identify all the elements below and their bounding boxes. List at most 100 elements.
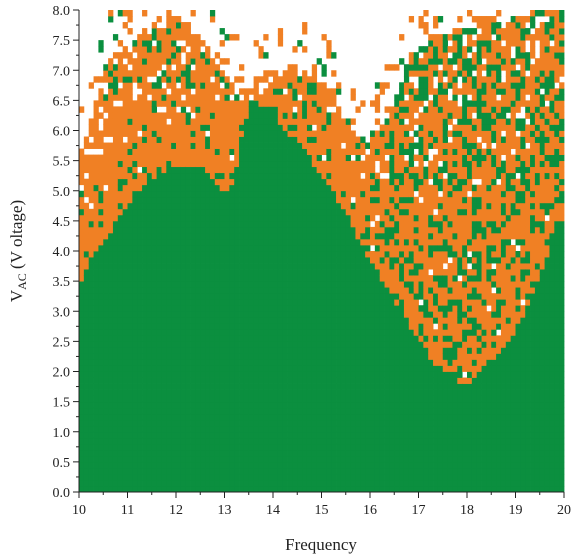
green-cell	[302, 196, 308, 204]
orange-cell	[379, 196, 385, 204]
orange-cell	[127, 178, 133, 186]
green-cell	[292, 281, 298, 288]
green-cell	[263, 299, 269, 306]
green-cell	[253, 251, 259, 258]
green-cell	[423, 377, 429, 384]
green-cell	[243, 365, 250, 372]
orange-cell	[166, 10, 172, 17]
orange-cell	[219, 178, 225, 186]
green-cell	[311, 293, 318, 300]
green-cell	[117, 407, 124, 415]
orange-cell	[365, 220, 371, 228]
green-cell	[365, 359, 371, 366]
orange-cell	[166, 154, 172, 162]
green-cell	[166, 263, 172, 270]
green-cell	[79, 353, 85, 360]
green-cell	[340, 214, 347, 222]
green-cell	[234, 226, 240, 234]
green-cell	[88, 461, 94, 469]
orange-cell	[190, 94, 196, 101]
green-cell	[408, 341, 415, 348]
green-cell	[156, 281, 162, 288]
green-cell	[93, 287, 99, 294]
green-cell	[156, 401, 162, 409]
green-cell	[282, 263, 288, 270]
green-cell	[214, 389, 221, 396]
orange-cell	[394, 299, 400, 306]
green-cell	[253, 106, 259, 113]
green-cell	[132, 281, 138, 288]
green-cell	[316, 455, 322, 463]
green-cell	[185, 263, 191, 270]
green-cell	[384, 419, 390, 427]
green-cell	[103, 479, 109, 487]
green-cell	[117, 443, 124, 451]
green-cell	[306, 437, 313, 445]
orange-cell	[171, 82, 177, 89]
green-cell	[413, 353, 419, 360]
green-cell	[316, 431, 322, 439]
green-cell	[282, 323, 288, 330]
green-cell	[166, 232, 172, 240]
green-cell	[273, 449, 279, 457]
green-cell	[345, 479, 351, 487]
orange-cell	[171, 160, 177, 168]
green-cell	[214, 293, 221, 300]
green-cell	[336, 455, 342, 463]
green-cell	[355, 269, 361, 276]
green-cell	[127, 293, 133, 300]
green-cell	[146, 359, 153, 366]
green-cell	[156, 449, 162, 457]
orange-cell	[355, 166, 361, 174]
green-cell	[360, 341, 366, 348]
green-cell	[190, 269, 196, 276]
green-cell	[205, 425, 211, 433]
green-cell	[234, 431, 240, 439]
orange-cell	[195, 46, 201, 53]
green-cell	[258, 172, 264, 180]
orange-cell	[98, 184, 104, 192]
green-cell	[132, 142, 138, 149]
green-cell	[137, 275, 143, 282]
green-cell	[282, 293, 288, 300]
orange-cell	[146, 106, 153, 113]
green-cell	[345, 407, 351, 415]
green-cell	[79, 293, 85, 300]
green-cell	[224, 305, 230, 312]
green-cell	[79, 413, 85, 421]
orange-cell	[379, 160, 385, 168]
green-cell	[161, 293, 167, 300]
orange-cell	[98, 94, 104, 101]
green-cell	[282, 202, 288, 210]
green-cell	[234, 166, 240, 174]
green-cell	[117, 160, 124, 168]
green-cell	[248, 244, 254, 252]
green-cell	[384, 323, 390, 330]
green-cell	[355, 299, 361, 306]
orange-cell	[103, 190, 109, 198]
orange-cell	[103, 178, 109, 186]
green-cell	[399, 58, 405, 65]
green-cell	[122, 437, 128, 445]
green-cell	[190, 467, 196, 475]
green-cell	[399, 323, 405, 330]
green-cell	[112, 449, 119, 457]
green-cell	[229, 208, 235, 216]
green-cell	[234, 473, 240, 481]
orange-cell	[345, 142, 351, 149]
green-cell	[180, 317, 187, 324]
green-cell	[253, 190, 259, 198]
green-cell	[282, 371, 288, 378]
orange-cell	[112, 160, 119, 168]
orange-cell	[176, 64, 182, 71]
orange-cell	[326, 94, 332, 101]
green-cell	[360, 232, 366, 240]
orange-cell	[321, 130, 327, 137]
orange-cell	[83, 232, 90, 240]
green-cell	[146, 407, 153, 415]
green-cell	[399, 305, 405, 312]
green-cell	[302, 467, 308, 475]
green-cell	[374, 244, 381, 252]
green-cell	[190, 461, 196, 469]
green-cell	[166, 371, 172, 378]
